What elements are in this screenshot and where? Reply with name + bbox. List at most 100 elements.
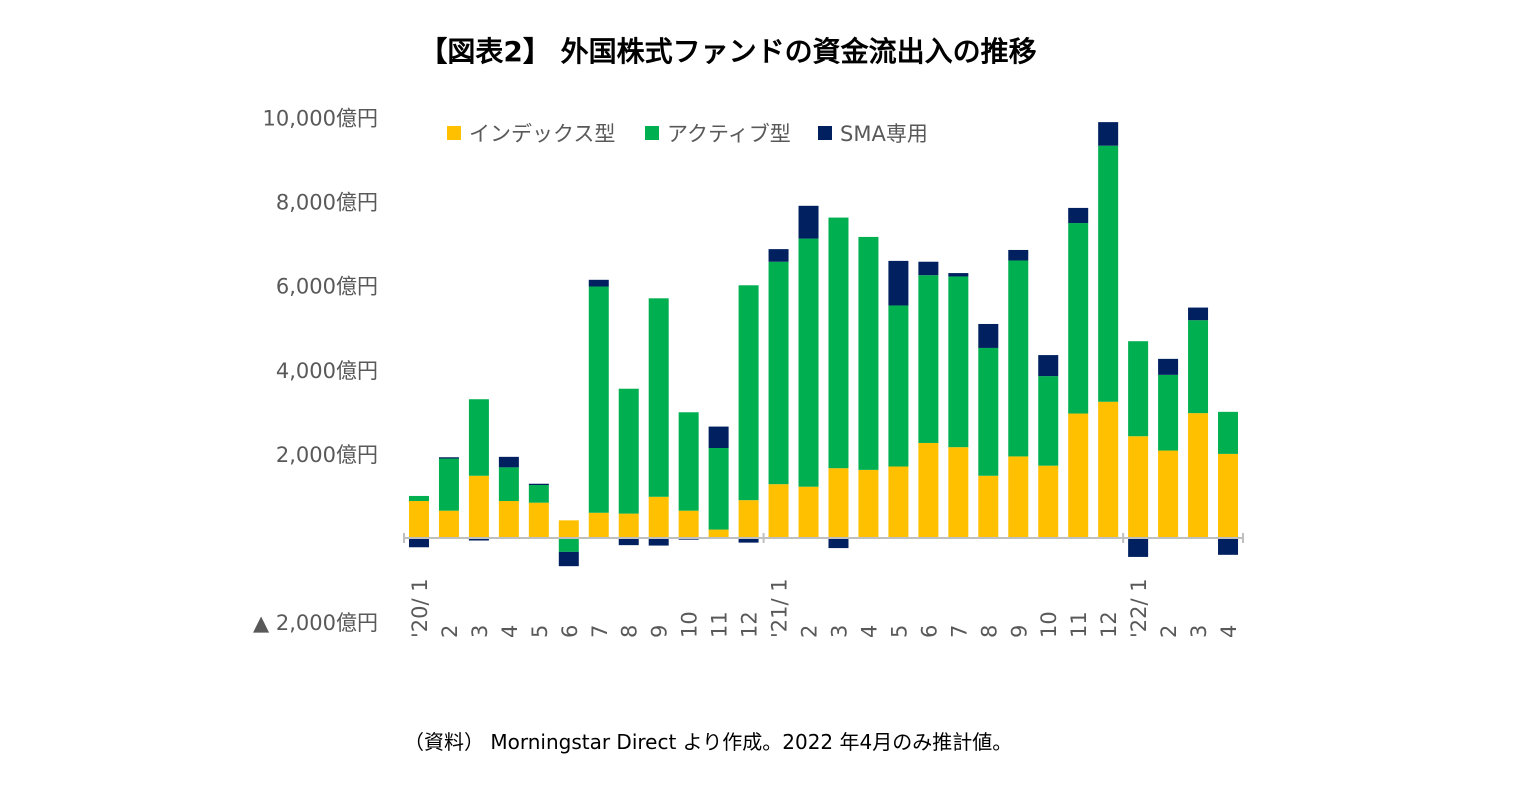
bar-sma-3: [498, 456, 519, 468]
x-tick-label-26: 3: [1187, 625, 1211, 638]
x-tick-label-16: 5: [887, 625, 911, 638]
bar-sma-22: [1068, 207, 1089, 224]
bar-sma-24: [1128, 538, 1149, 557]
y-axis-ticks: 10,000億円 8,000億円 6,000億円 4,000億円 2,000億円 ▲ 2,…: [253, 107, 378, 636]
y-tick-label-4: 2,000億円: [276, 443, 378, 467]
x-tick-label-17: 6: [917, 625, 941, 638]
x-tick-label-10: 11: [708, 611, 732, 638]
y-tick-label-3: 4,000億円: [276, 359, 378, 383]
bar-sma-14: [828, 538, 849, 549]
x-tick-label-3: 4: [498, 625, 522, 638]
bar-sma-4: [528, 483, 549, 486]
bar-active-2: [468, 399, 489, 476]
x-tick-label-13: 2: [798, 625, 822, 638]
bar-active-21: [1038, 376, 1059, 466]
bar-index-24: [1128, 436, 1149, 538]
bar-active-14: [828, 217, 849, 469]
bar-index-25: [1158, 450, 1179, 538]
bar-sma-16: [888, 260, 909, 306]
bar-active-24: [1128, 341, 1149, 437]
x-tick-label-4: 5: [528, 625, 552, 638]
x-tick-label-25: 2: [1157, 625, 1181, 638]
bar-active-13: [798, 238, 819, 487]
y-tick-label-0: 10,000億円: [263, 107, 378, 131]
bar-sma-27: [1218, 538, 1239, 555]
bar-sma-23: [1098, 122, 1119, 146]
bar-sma-8: [648, 538, 669, 546]
x-tick-label-5: 6: [558, 625, 582, 638]
bar-index-21: [1038, 465, 1059, 538]
bar-index-4: [528, 502, 549, 538]
bar-active-22: [1068, 223, 1089, 414]
bar-active-27: [1218, 411, 1239, 454]
x-tick-label-11: 12: [738, 611, 762, 638]
bar-index-16: [888, 466, 909, 538]
x-tick-label-20: 9: [1007, 625, 1031, 638]
x-tick-label-8: 9: [648, 625, 672, 638]
bar-active-4: [528, 485, 549, 503]
bar-index-3: [498, 500, 519, 538]
bar-sma-1: [438, 457, 459, 459]
bar-active-7: [618, 388, 639, 514]
bar-index-22: [1068, 413, 1089, 538]
bar-active-16: [888, 305, 909, 467]
legend-label-0: インデックス型: [469, 122, 615, 146]
bar-index-8: [648, 496, 669, 538]
bar-sma-11: [738, 538, 759, 543]
x-tick-label-21: 10: [1037, 611, 1061, 638]
y-tick-label-5: ▲ 2,000億円: [253, 611, 378, 635]
bar-sma-26: [1188, 307, 1209, 321]
bar-index-13: [798, 486, 819, 538]
bar-index-27: [1218, 453, 1239, 538]
bar-sma-13: [798, 205, 819, 239]
x-tick-label-23: 12: [1097, 611, 1121, 638]
x-tick-label-2: 3: [468, 625, 492, 638]
bar-active-8: [648, 298, 669, 497]
bar-index-7: [618, 513, 639, 538]
bar-index-18: [948, 447, 969, 538]
x-tick-label-19: 8: [977, 625, 1001, 638]
x-tick-label-14: 3: [827, 625, 851, 638]
bar-active-11: [738, 285, 759, 501]
bar-sma-12: [768, 249, 789, 262]
legend: インデックス型 アクティブ型 SMA専用: [447, 122, 928, 146]
bar-index-26: [1188, 413, 1209, 538]
bar-active-23: [1098, 145, 1119, 402]
legend-label-1: アクティブ型: [667, 122, 791, 146]
bar-index-12: [768, 484, 789, 538]
bar-sma-0: [408, 538, 429, 548]
bar-sma-21: [1038, 355, 1059, 377]
bar-sma-2: [468, 538, 489, 541]
bar-sma-5: [558, 551, 579, 567]
bar-index-10: [708, 529, 729, 538]
legend-swatch-1: [645, 126, 659, 140]
bar-sma-20: [1008, 249, 1029, 261]
bar-active-17: [918, 275, 939, 443]
bar-active-0: [408, 495, 429, 501]
chart-title: 【図表2】 外国株式ファンドの資金流出入の推移: [419, 35, 1037, 68]
bar-active-18: [948, 276, 969, 448]
x-tick-label-0: '20/ 1: [408, 578, 432, 638]
x-tick-label-22: 11: [1067, 611, 1091, 638]
bar-active-12: [768, 261, 789, 485]
x-tick-label-1: 2: [438, 625, 462, 638]
bar-active-3: [498, 467, 519, 501]
x-tick-label-6: 7: [588, 625, 612, 638]
x-tick-label-24: '22/ 1: [1127, 578, 1151, 638]
bar-sma-6: [588, 279, 609, 287]
x-tick-label-7: 8: [618, 625, 642, 638]
bar-sma-18: [948, 273, 969, 277]
bar-active-15: [858, 236, 879, 470]
bars: [408, 122, 1239, 567]
x-tick-label-15: 4: [857, 625, 881, 638]
legend-label-2: SMA専用: [840, 122, 928, 146]
bar-active-10: [708, 448, 729, 530]
bar-index-20: [1008, 456, 1029, 538]
bar-active-20: [1008, 260, 1029, 457]
bar-sma-25: [1158, 358, 1179, 375]
x-tick-label-18: 7: [947, 625, 971, 638]
bar-index-6: [588, 512, 609, 538]
bar-active-1: [438, 458, 459, 511]
bar-index-23: [1098, 401, 1119, 538]
